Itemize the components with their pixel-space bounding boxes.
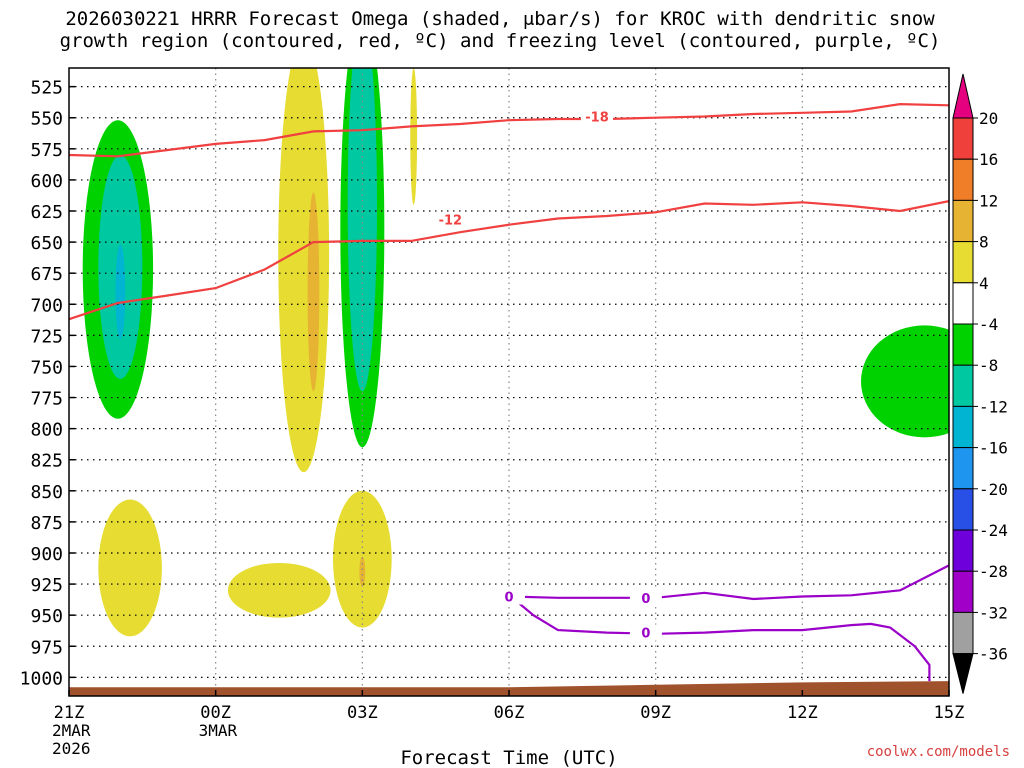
y-tick-label-15: 900: [30, 544, 63, 565]
y-tick-label-12: 825: [30, 451, 63, 472]
omega-region-3: [278, 68, 330, 473]
y-tick-label-18: 975: [30, 637, 63, 658]
omega-region-7: [410, 68, 418, 205]
colorbar-box-1: [952, 117, 974, 160]
y-tick-label-10: 775: [30, 389, 63, 410]
x-tick-label-0: 21Z: [54, 703, 85, 723]
contour-label-bg-2: [493, 588, 525, 605]
omega-region-8: [98, 499, 162, 637]
chart-title: 2026030221 HRRR Forecast Omega (shaded, …: [0, 8, 1000, 52]
colorbar-box-5: [952, 282, 974, 325]
colorbar-box-10: [952, 488, 974, 531]
colorbar-label-6: -8: [979, 356, 998, 375]
contour-label-0: -18: [585, 110, 609, 125]
y-tick-label-17: 950: [30, 606, 63, 627]
credit-text: coolwx.com/models: [866, 744, 1010, 760]
colorbar-label-9: -20: [979, 480, 1008, 499]
omega-region-9: [227, 562, 331, 618]
colorbar-box-11: [952, 529, 974, 572]
colorbar-label-5: -4: [979, 315, 998, 334]
x-tick-label-6: 15Z: [934, 703, 965, 723]
y-tick-label-6: 675: [30, 264, 63, 285]
colorbar-box-8: [952, 405, 974, 449]
colorbar-label-8: -16: [979, 439, 1008, 458]
y-tick-label-14: 875: [30, 513, 63, 534]
contour-label-bg-3: [629, 589, 662, 606]
contour-label-4: 0: [641, 627, 650, 642]
contour-line-3: [513, 598, 931, 682]
contour-line-1: [69, 200, 949, 321]
colorbar-box-3: [952, 199, 974, 243]
y-tick-label-4: 625: [30, 202, 63, 223]
omega-region-11: [359, 556, 366, 587]
y-tick-label-2: 575: [30, 140, 63, 161]
x-tick-label-5: 12Z: [787, 703, 818, 723]
y-tick-label-7: 700: [30, 295, 63, 316]
x-tick-label-2: 03Z: [347, 703, 378, 723]
colorbar-label-11: -28: [979, 562, 1008, 581]
contour-line-2: [508, 564, 949, 601]
omega-region-4: [307, 192, 320, 392]
y-tick-label-5: 650: [30, 233, 63, 254]
contour-label-3: 0: [641, 592, 650, 607]
colorbar-box-7: [952, 364, 974, 407]
contour-label-bg-4: [629, 624, 662, 641]
colorbar-label-3: 8: [979, 233, 989, 252]
colorbar-box-13: [952, 611, 974, 655]
y-tick-label-19: 1000: [20, 668, 63, 689]
colorbar-box-4: [952, 241, 974, 284]
y-tick-label-3: 600: [30, 171, 63, 192]
colorbar-label-0: 20: [979, 109, 998, 128]
colorbar-label-2: 12: [979, 191, 998, 210]
y-tick-label-13: 850: [30, 482, 63, 503]
contour-label-bg-0: [581, 108, 613, 125]
terrain-surface: [69, 681, 949, 696]
colorbar-bottom-arrow: [952, 653, 974, 694]
colorbar-box-2: [952, 158, 974, 201]
contour-line-0: [69, 102, 949, 158]
x-tick-label-4: 09Z: [640, 703, 671, 723]
y-tick-label-9: 750: [30, 357, 63, 378]
x-tick-year-0: 2026: [52, 739, 91, 758]
x-tick-label-3: 06Z: [494, 703, 525, 723]
omega-region-12: [861, 325, 949, 438]
y-tick-label-8: 725: [30, 326, 63, 347]
y-tick-label-16: 925: [30, 575, 63, 596]
colorbar-label-7: -12: [979, 397, 1008, 416]
x-axis-label: Forecast Time (UTC): [400, 747, 617, 768]
x-tick-sublabel-0: 2MAR: [52, 721, 91, 740]
colorbar-label-4: 4: [979, 274, 989, 293]
y-tick-label-0: 525: [30, 78, 63, 99]
y-tick-label-1: 550: [30, 109, 63, 130]
colorbar-label-13: -36: [979, 645, 1008, 664]
colorbar-box-9: [952, 447, 974, 490]
colorbar-label-1: 16: [979, 150, 998, 169]
y-tick-label-11: 800: [30, 420, 63, 441]
title-line-1: 2026030221 HRRR Forecast Omega (shaded, …: [65, 8, 935, 30]
title-line-2: growth region (contoured, red, ºC) and f…: [59, 30, 941, 52]
contour-label-bg-1: [434, 211, 467, 228]
x-tick-sublabel-1: 3MAR: [199, 721, 238, 740]
x-tick-label-1: 00Z: [200, 703, 231, 723]
contour-label-2: 0: [504, 591, 513, 606]
colorbar-top-arrow: [952, 73, 974, 119]
contour-label-1: -12: [439, 214, 463, 229]
omega-region-2: [115, 244, 126, 340]
colorbar-label-10: -24: [979, 521, 1008, 540]
colorbar-box-12: [952, 570, 974, 613]
colorbar-label-12: -32: [979, 603, 1008, 622]
colorbar-box-6: [952, 323, 974, 366]
